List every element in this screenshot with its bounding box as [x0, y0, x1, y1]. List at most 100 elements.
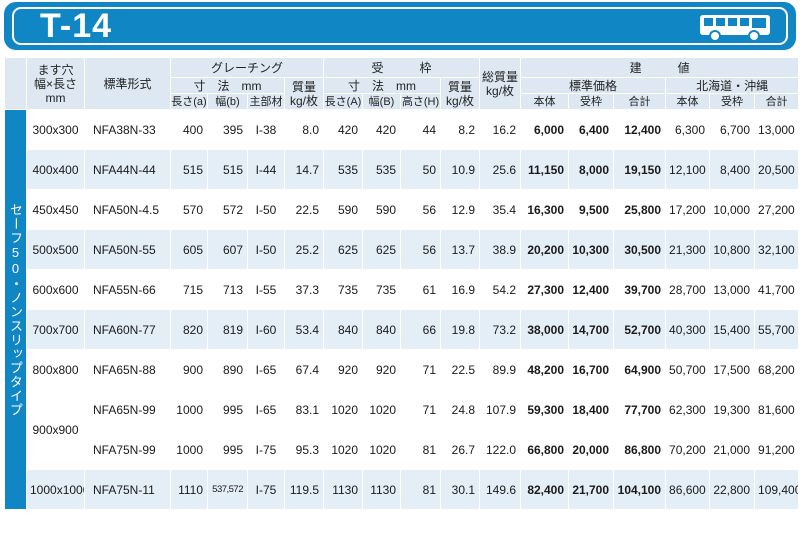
grating-main-member-cell: I-65 — [247, 349, 285, 390]
table-row: セーフ50・ノンスリップタイプ 300x300 NFA38N-33 400 395 I-3… — [4, 109, 800, 510]
total-weight-cell: 122.0 — [479, 429, 522, 470]
header-grating-weight: 質量 kg/枚 — [283, 77, 325, 110]
hok-body-price-cell: 6,300 — [665, 109, 711, 150]
total-weight-cell: 54.2 — [479, 269, 522, 310]
grating-width-cell: 713 — [207, 269, 248, 310]
std-body-price-cell: 16,300 — [520, 189, 570, 230]
grating-width-cell: 819 — [207, 309, 248, 350]
frame-weight-cell: 12.9 — [440, 189, 481, 230]
hok-total-price-cell: 68,200 — [754, 349, 800, 390]
std-frame-price-cell: 14,700 — [568, 309, 615, 350]
grating-main-member-cell: I-38 — [247, 109, 285, 150]
std-total-price-cell: 30,500 — [613, 229, 667, 270]
hok-frame-price-cell: 10,000 — [709, 189, 756, 230]
header-grating: グレーチング — [169, 57, 325, 78]
std-frame-price-cell: 8,000 — [568, 149, 615, 190]
model-cell: NFA55N-66 — [84, 269, 171, 310]
std-frame-price-cell: 20,000 — [568, 429, 615, 470]
frame-weight-cell: 26.7 — [440, 429, 481, 470]
std-total-price-cell: 86,800 — [613, 429, 667, 470]
frame-length-cell: 1020 — [323, 429, 364, 470]
grating-main-member-cell: I-65 — [247, 389, 285, 430]
frame-weight-cell: 8.2 — [440, 109, 481, 150]
hok-body-price-cell: 86,600 — [665, 469, 711, 510]
hok-total-price-cell: 81,600 — [754, 389, 800, 430]
std-total-price-cell: 77,700 — [613, 389, 667, 430]
table-row: 500x500 NFA50N-55 605 607 I-50 25.2 625 625 56 13… — [5, 229, 800, 270]
hok-body-price-cell: 40,300 — [665, 309, 711, 350]
total-weight-cell: 149.6 — [479, 469, 522, 510]
table-row: NFA75N-99 1000 995 I-75 95.3 1020 1020 81 26.7 12… — [5, 429, 800, 470]
grating-main-member-cell: I-44 — [247, 149, 285, 190]
frame-height-cell: 71 — [400, 349, 442, 390]
frame-height-cell: 50 — [400, 149, 442, 190]
hok-total-price-cell: 41,700 — [754, 269, 800, 310]
model-cell: NFA65N-99 — [84, 389, 171, 430]
opening-size-cell: 600x600 — [26, 269, 85, 310]
grating-main-member-cell: I-60 — [247, 309, 285, 350]
frame-weight-cell: 24.8 — [440, 389, 481, 430]
grating-weight-cell: 83.1 — [283, 389, 325, 430]
grating-length-cell: 1000 — [170, 429, 208, 470]
total-weight-cell: 107.9 — [479, 389, 522, 430]
header-grating-dims: 寸 法 mm — [170, 77, 285, 94]
grating-weight-cell: 25.2 — [283, 229, 325, 270]
grating-weight-cell: 95.3 — [283, 429, 325, 470]
std-total-price-cell: 52,700 — [613, 309, 667, 350]
hok-frame-price-cell: 13,000 — [709, 269, 756, 310]
grating-main-member-cell: I-75 — [247, 469, 285, 510]
grating-weight-cell: 22.5 — [283, 189, 325, 230]
frame-height-cell: 66 — [400, 309, 442, 350]
frame-length-cell: 535 — [323, 149, 364, 190]
hok-frame-price-cell: 8,400 — [709, 149, 756, 190]
std-frame-price-cell: 9,500 — [568, 189, 615, 230]
header-grating-width: 幅(b) — [207, 93, 248, 110]
grating-main-member-cell: I-55 — [247, 269, 285, 310]
grating-main-member-cell: I-75 — [247, 429, 285, 470]
opening-size-cell: 400x400 — [26, 149, 85, 190]
std-body-price-cell: 38,000 — [520, 309, 570, 350]
opening-size-cell: 800x800 — [26, 349, 85, 390]
header-hok-frame: 受枠 — [709, 93, 756, 110]
table-row: 800x800 NFA65N-88 900 890 I-65 67.4 920 920 71 22… — [5, 349, 800, 390]
frame-height-cell: 81 — [400, 469, 442, 510]
header-std-frame: 受枠 — [568, 93, 615, 110]
hok-frame-price-cell: 15,400 — [709, 309, 756, 350]
grating-width-cell: 572 — [207, 189, 248, 230]
std-body-price-cell: 59,300 — [520, 389, 570, 430]
model-cell: NFA75N-99 — [84, 429, 171, 470]
title-bar: T-14 — [4, 2, 796, 50]
grating-weight-cell: 67.4 — [283, 349, 325, 390]
frame-height-cell: 56 — [400, 229, 442, 270]
frame-width-cell: 535 — [362, 149, 402, 190]
frame-width-cell: 1130 — [362, 469, 402, 510]
total-weight-cell: 16.2 — [479, 109, 522, 150]
std-body-price-cell: 48,200 — [520, 349, 570, 390]
frame-weight-cell: 10.9 — [440, 149, 481, 190]
header-hok-body: 本体 — [665, 93, 711, 110]
header-frame: 受 枠 — [323, 57, 481, 78]
grating-weight-cell: 53.4 — [283, 309, 325, 350]
std-frame-price-cell: 6,400 — [568, 109, 615, 150]
grating-width-cell: 995 — [207, 429, 248, 470]
std-body-price-cell: 11,150 — [520, 149, 570, 190]
header-frame-dims: 寸 法 mm — [323, 77, 442, 94]
grating-width-cell: 607 — [207, 229, 248, 270]
grating-length-cell: 715 — [170, 269, 208, 310]
hok-total-price-cell: 91,200 — [754, 429, 800, 470]
hok-body-price-cell: 21,300 — [665, 229, 711, 270]
hok-frame-price-cell: 19,300 — [709, 389, 756, 430]
hok-frame-price-cell: 17,500 — [709, 349, 756, 390]
grating-length-cell: 1000 — [170, 389, 208, 430]
table-row: 450x450 NFA50N-4.5 570 572 I-50 22.5 590 590 56 1… — [5, 189, 800, 230]
std-total-price-cell: 12,400 — [613, 109, 667, 150]
table-row: 700x700 NFA60N-77 820 819 I-60 53.4 840 840 66 19… — [5, 309, 800, 350]
frame-length-cell: 625 — [323, 229, 364, 270]
std-body-price-cell: 6,000 — [520, 109, 570, 150]
opening-size-cell: 500x500 — [26, 229, 85, 270]
model-cell: NFA38N-33 — [84, 109, 171, 150]
std-frame-price-cell: 18,400 — [568, 389, 615, 430]
header-frame-weight: 質量 kg/枚 — [440, 77, 481, 110]
std-body-price-cell: 82,400 — [520, 469, 570, 510]
total-weight-cell: 73.2 — [479, 309, 522, 350]
